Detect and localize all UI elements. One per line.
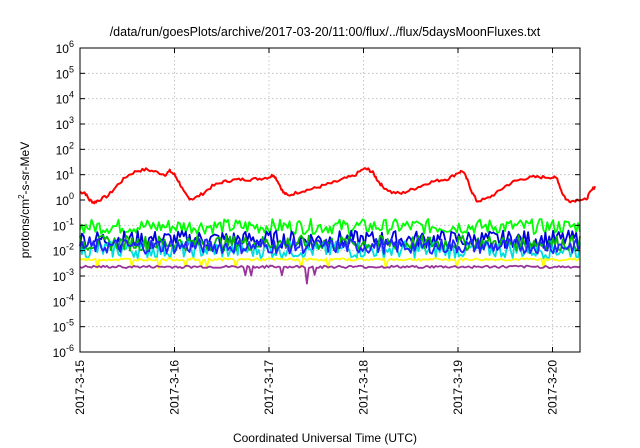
series-line-1 [79, 218, 581, 235]
series-line-5 [79, 237, 581, 255]
y-tick-label: 10-2 [53, 242, 74, 259]
y-tick-label: 10-1 [53, 216, 74, 233]
grid-lines [80, 48, 580, 352]
y-tick-label: 100 [56, 191, 74, 208]
y-axis-label-pre: protons/cm [18, 199, 32, 258]
y-tick-label: 102 [56, 140, 74, 157]
x-tick-label: 2017-3-18 [357, 360, 371, 415]
y-tick-label: 106 [56, 39, 74, 56]
y-axis-label-sup: 2 [17, 194, 26, 199]
y-tick-label: 10-3 [53, 267, 74, 284]
series-line-7 [79, 264, 581, 285]
y-tick-label: 105 [56, 64, 74, 81]
x-tick-label: 2017-3-19 [451, 360, 465, 415]
series-line-2 [79, 229, 580, 250]
series-line-6 [79, 257, 581, 270]
y-axis-label-post: -s-sr-MeV [18, 142, 32, 195]
y-axis-label: protons/cm2-s-sr-MeV [17, 142, 32, 258]
series-line-0 [79, 167, 596, 205]
series-group [79, 167, 596, 285]
y-tick-label: 103 [56, 115, 74, 132]
y-tick-label: 10-4 [53, 292, 74, 309]
x-tick-label: 2017-3-20 [546, 360, 560, 415]
y-axis: 10-6 10-5 10-4 10-3 10-2 10-1 100 101 102 103 104 1… [53, 39, 580, 360]
chart-title: /data/run/goesPlots/archive/2017-03-20/1… [110, 25, 541, 39]
y-tick-label: 10-5 [53, 318, 74, 335]
x-axis-label: Coordinated Universal Time (UTC) [233, 431, 417, 445]
x-tick-label: 2017-3-17 [262, 360, 276, 415]
y-tick-label: 104 [56, 90, 74, 107]
x-axis: 2017-3-15 2017-3-16 2017-3-17 2017-3-18 2017… [73, 48, 560, 415]
x-tick-label: 2017-3-15 [73, 360, 87, 415]
x-tick-label: 2017-3-16 [168, 360, 182, 415]
y-tick-label: 10-6 [53, 343, 74, 360]
y-tick-label: 101 [56, 166, 74, 183]
